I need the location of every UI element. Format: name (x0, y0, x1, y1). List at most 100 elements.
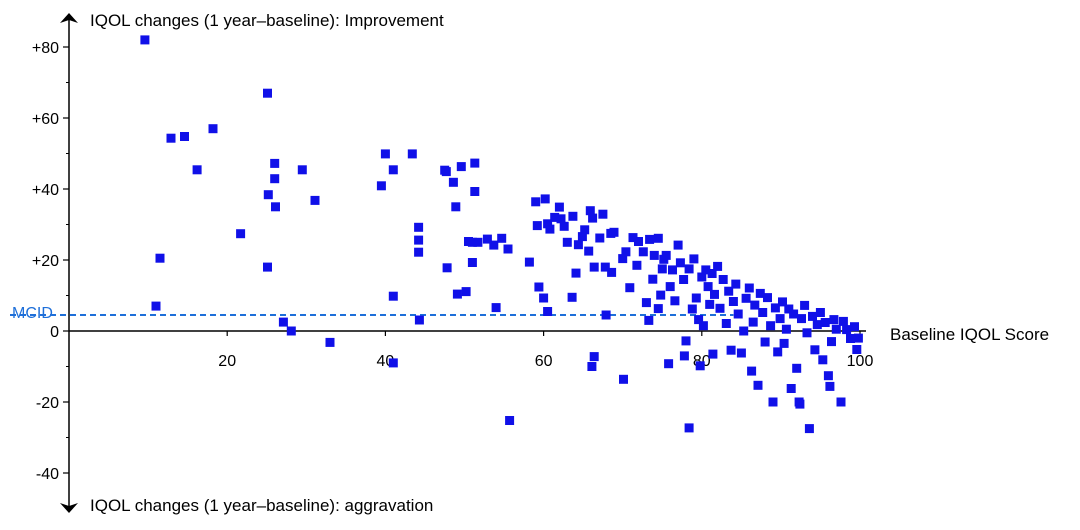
data-point (278, 317, 288, 327)
data-point (825, 381, 835, 391)
data-point (644, 315, 654, 325)
data-point (665, 282, 675, 292)
y-axis-title-top: IQOL changes (1 year–baseline): Improvem… (90, 11, 444, 30)
data-point (270, 158, 280, 168)
y-tick-label: +80 (32, 40, 59, 57)
data-point (559, 221, 569, 231)
data-point (573, 240, 583, 250)
data-point (792, 363, 802, 373)
data-point (691, 293, 701, 303)
y-tick-label: +60 (32, 111, 59, 128)
data-point (687, 304, 697, 314)
data-point (656, 290, 666, 300)
data-point (653, 233, 663, 243)
data-point (155, 253, 165, 263)
data-point (271, 202, 280, 212)
data-point (263, 190, 273, 200)
data-point (812, 320, 822, 330)
data-point (758, 308, 768, 317)
data-point (625, 283, 635, 293)
data-point (482, 234, 492, 244)
data-point (778, 297, 787, 307)
data-point (718, 275, 728, 284)
data-point (619, 374, 628, 384)
data-point (534, 282, 544, 292)
data-point (505, 416, 515, 425)
data-point (707, 269, 717, 278)
data-point (600, 262, 610, 272)
x-tick-label: 100 (847, 353, 874, 370)
data-point (543, 307, 553, 316)
y-tick-label: +20 (32, 253, 59, 270)
data-point (836, 397, 846, 407)
y-tick-label: -20 (36, 395, 59, 412)
data-point (789, 309, 799, 319)
data-point (827, 337, 836, 347)
data-point (388, 358, 398, 368)
data-point (568, 211, 578, 221)
data-point (621, 247, 631, 257)
data-point (607, 267, 617, 277)
data-point (760, 337, 770, 347)
data-point (675, 258, 685, 268)
data-point (679, 275, 689, 284)
data-point (739, 326, 749, 336)
data-point (407, 149, 417, 159)
data-point (736, 348, 746, 358)
data-point (705, 299, 715, 309)
data-point (779, 338, 789, 348)
data-point (595, 233, 605, 243)
data-point (850, 322, 859, 332)
data-point (684, 423, 694, 433)
data-point (708, 349, 718, 359)
data-point (710, 289, 719, 299)
data-point (815, 308, 825, 317)
data-point (166, 133, 176, 143)
data-point (609, 227, 619, 237)
data-point (713, 261, 723, 271)
data-point (852, 345, 862, 354)
data-point (562, 237, 572, 247)
data-point (797, 314, 806, 324)
data-point (744, 283, 754, 293)
data-point (829, 315, 839, 325)
data-point (532, 221, 542, 231)
data-point (741, 293, 751, 303)
data-point (414, 235, 424, 245)
data-point (724, 286, 734, 296)
data-point (701, 265, 711, 275)
data-point (728, 297, 738, 306)
data-point (628, 233, 638, 243)
data-point (467, 237, 477, 247)
data-point (641, 298, 651, 308)
mcid-label: MCID (12, 305, 53, 322)
data-point (489, 240, 499, 250)
data-point (726, 345, 736, 355)
data-point (140, 35, 150, 45)
data-point (491, 303, 501, 313)
data-point (731, 279, 741, 289)
data-point (470, 158, 480, 168)
data-point (380, 149, 390, 159)
data-point (524, 257, 534, 267)
data-point (770, 303, 780, 313)
data-point (461, 287, 471, 297)
data-point (448, 177, 458, 187)
data-point (681, 336, 691, 346)
data-point (721, 319, 731, 328)
data-point (601, 310, 611, 320)
data-point (695, 361, 705, 371)
y-axis-ticks: +80 +60 +40 +20 0 -20 -40 (32, 40, 69, 483)
data-point (589, 262, 599, 272)
data-point (587, 362, 597, 371)
data-point (263, 88, 272, 98)
data-point (414, 247, 424, 257)
data-point (653, 304, 663, 314)
data-point (151, 301, 161, 311)
data-point (670, 296, 680, 306)
data-point (649, 250, 659, 260)
data-point (753, 380, 763, 390)
data-point (263, 262, 272, 272)
